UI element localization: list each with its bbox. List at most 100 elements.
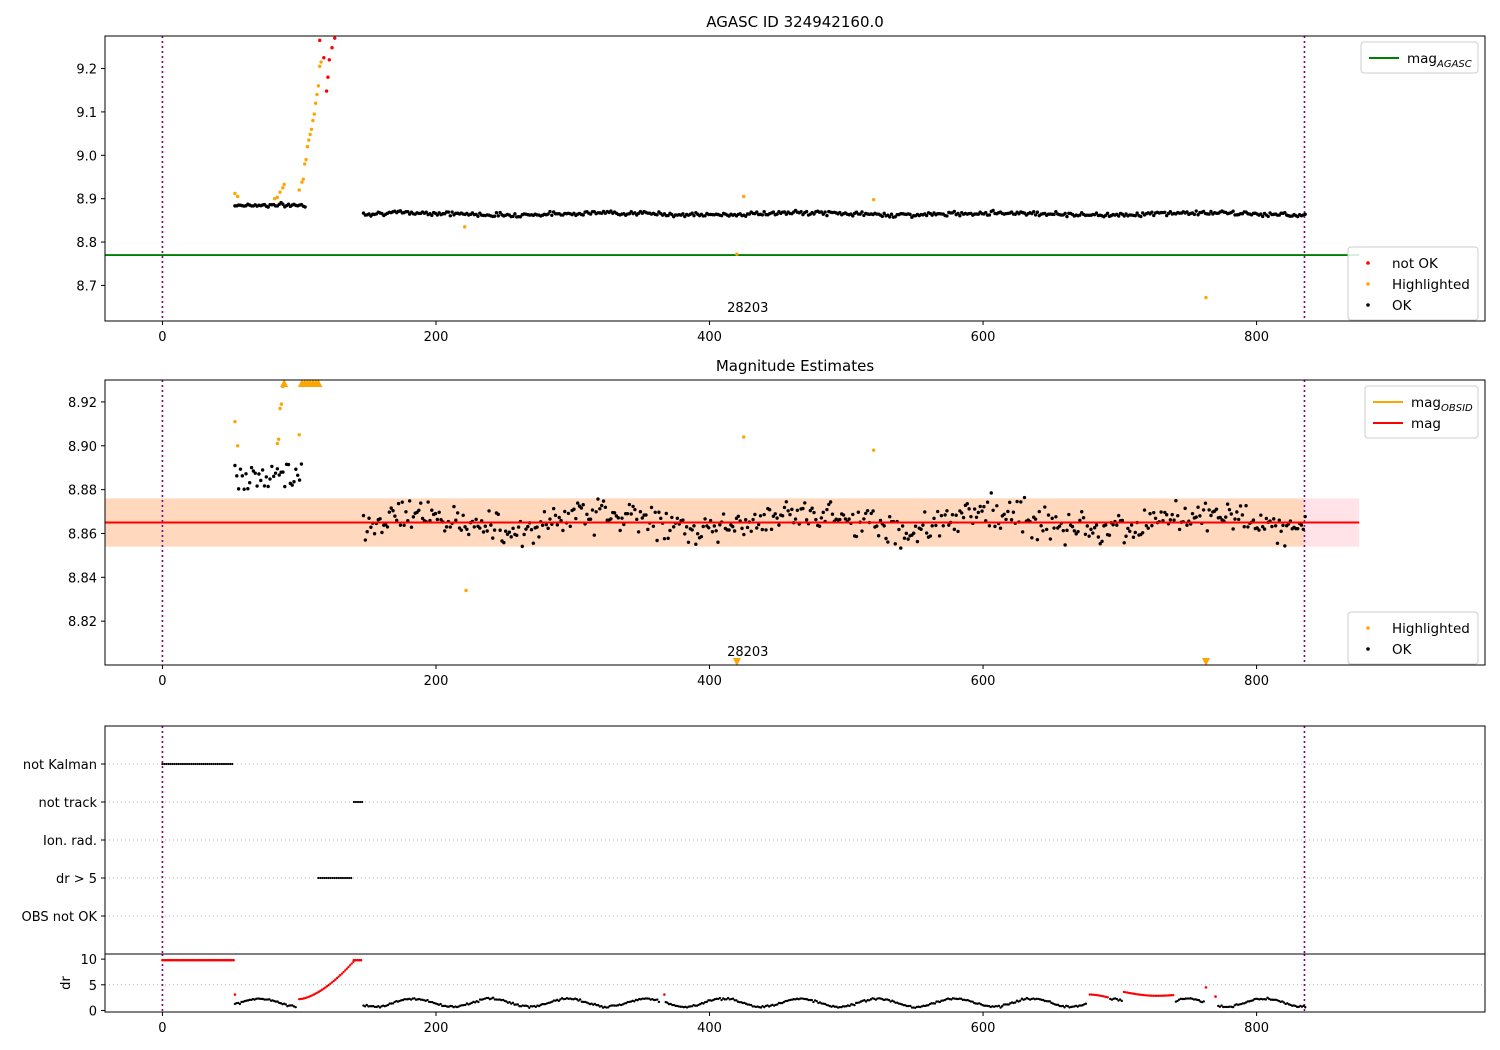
dr-point-not-ok [228,958,232,962]
data-point [435,517,440,522]
data-point [579,506,584,510]
data-point [601,499,606,503]
data-point [566,511,571,516]
data-point [690,528,694,532]
data-point [655,538,659,543]
data-point [1260,214,1265,219]
x-tick-label: 400 [697,674,722,689]
data-point [1124,534,1128,538]
legend-status [1347,246,1479,321]
data-point [551,506,556,511]
data-point [1257,528,1261,532]
flag-point [192,762,195,766]
data-point [912,531,916,535]
dr-point [274,1000,278,1003]
data-point [828,500,833,504]
data-point [692,213,696,218]
data-point [860,529,864,533]
data-point [281,470,285,474]
dr-point [473,1001,477,1004]
dr-point-not-ok [177,958,180,962]
data-point [875,524,879,528]
dr-point [718,996,722,1000]
panel-magnitude-estimates: Magnitude Estimates 28203 0 200 400 600 800 8.8… [68,357,1486,689]
flag-point [329,876,332,880]
flag-category-label: not Kalman [23,758,97,773]
data-point [771,514,776,518]
dr-point-not-ok [352,960,355,963]
dr-point [365,1003,368,1007]
flag-point [325,876,328,880]
data-point [967,507,971,511]
data-point [550,213,554,217]
data-point [646,527,650,532]
data-point [1063,543,1067,547]
data-point [275,195,280,200]
data-point [406,209,410,214]
dr-point-not-ok [232,958,235,962]
data-point [777,523,781,527]
data-point [603,505,608,510]
data-point [821,510,825,515]
dr-point [508,1000,511,1004]
data-point [1065,214,1069,219]
dr-point-not-ok [663,993,666,996]
dr-point-not-ok [325,985,329,988]
data-point [742,194,746,199]
data-point [409,525,414,529]
data-point [1116,214,1121,218]
clipped-point-marker [314,379,323,387]
flag-point [354,800,358,804]
data-point [300,180,304,184]
data-point [961,515,966,520]
data-point [1224,515,1228,519]
data-point [1054,515,1058,519]
data-point [419,501,423,505]
data-point [1078,213,1082,217]
data-point [908,212,912,217]
data-point [489,523,493,527]
data-point [599,503,604,508]
dr-point-not-ok [200,958,203,962]
data-point [437,510,441,514]
data-point [1303,212,1307,216]
data-point [459,528,464,532]
flag-point [196,762,199,766]
data-point [1133,213,1137,218]
data-point [721,512,726,516]
dr-point [1304,1006,1307,1009]
data-point [572,507,576,511]
dr-point-not-ok [335,976,339,980]
dr-point-not-ok [162,958,166,962]
dr-point-not-ok [205,958,209,962]
flag-point [204,762,207,766]
data-point [275,441,280,446]
data-point [1159,510,1163,514]
data-point [769,527,774,532]
data-point [1035,537,1040,542]
flag-point [339,876,343,880]
data-point [1185,523,1189,527]
dr-point-not-ok [210,958,214,962]
data-point [1087,534,1091,538]
dr-point-not-ok [161,958,164,962]
data-point [1246,525,1250,529]
dr-point [1007,1003,1010,1006]
dr-point-not-ok [180,958,184,962]
data-point [492,528,497,532]
obsid-annotation: 28203 [727,301,768,316]
x-tick-label: 600 [971,330,996,345]
data-point [1168,518,1173,522]
dr-point [1014,1001,1017,1004]
dr-point [284,1003,288,1006]
flag-point [358,800,362,804]
flag-category-label: Ion. rad. [43,834,97,849]
dr-point [505,1000,508,1003]
data-point [309,127,314,131]
data-point [618,528,622,533]
data-point [753,512,757,517]
x-tick-label: 800 [1244,330,1269,345]
x-tick-label: 0 [158,330,166,345]
data-point [367,516,371,520]
y-tick-label: 8.84 [68,571,97,586]
